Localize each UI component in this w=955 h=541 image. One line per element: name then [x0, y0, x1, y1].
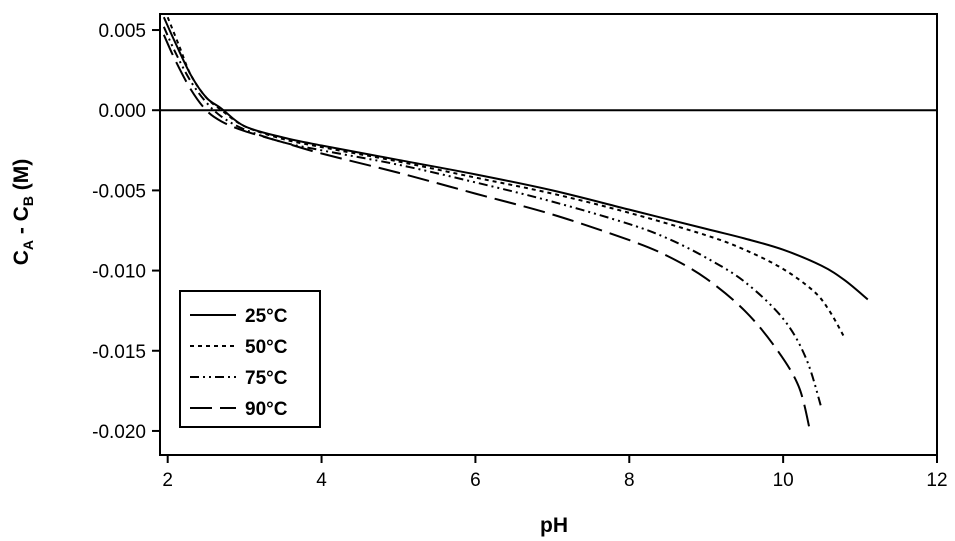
legend-label-3: 75°C: [245, 368, 288, 389]
x-tick-label: 12: [926, 470, 947, 491]
x-axis: 2 4 6 8 10 12: [162, 455, 947, 491]
x-tick-label: 2: [162, 470, 173, 491]
y-axis-title-sub-a: A: [20, 240, 36, 250]
y-axis-title-minus-c: - C: [10, 206, 33, 240]
legend: 25°C 50°C 75°C 90°C: [180, 291, 320, 427]
y-tick-label: -0.020: [92, 422, 146, 443]
x-tick-label: 4: [316, 470, 327, 491]
series-line-2: [168, 17, 845, 338]
y-axis-title-c: C: [10, 250, 33, 265]
y-axis-title-sub-b: B: [20, 196, 36, 206]
x-tick-label: 8: [624, 470, 635, 491]
y-tick-label: -0.010: [92, 262, 146, 283]
y-tick-label: 0.000: [98, 101, 146, 122]
y-axis: 0.005 0.000 -0.005 -0.010 -0.015 -0.020: [92, 21, 160, 443]
y-axis-title-unit: (M): [10, 159, 33, 196]
legend-label-1: 25°C: [245, 306, 288, 327]
y-axis-title: CA - CB (M): [10, 159, 36, 266]
x-axis-title: pH: [540, 514, 568, 537]
x-tick-label: 6: [470, 470, 481, 491]
legend-label-2: 50°C: [245, 337, 288, 358]
y-tick-label: -0.015: [92, 342, 146, 363]
legend-label-4: 90°C: [245, 399, 288, 420]
y-tick-label: -0.005: [92, 181, 146, 202]
x-tick-label: 10: [773, 470, 794, 491]
y-tick-label: 0.005: [98, 21, 146, 42]
